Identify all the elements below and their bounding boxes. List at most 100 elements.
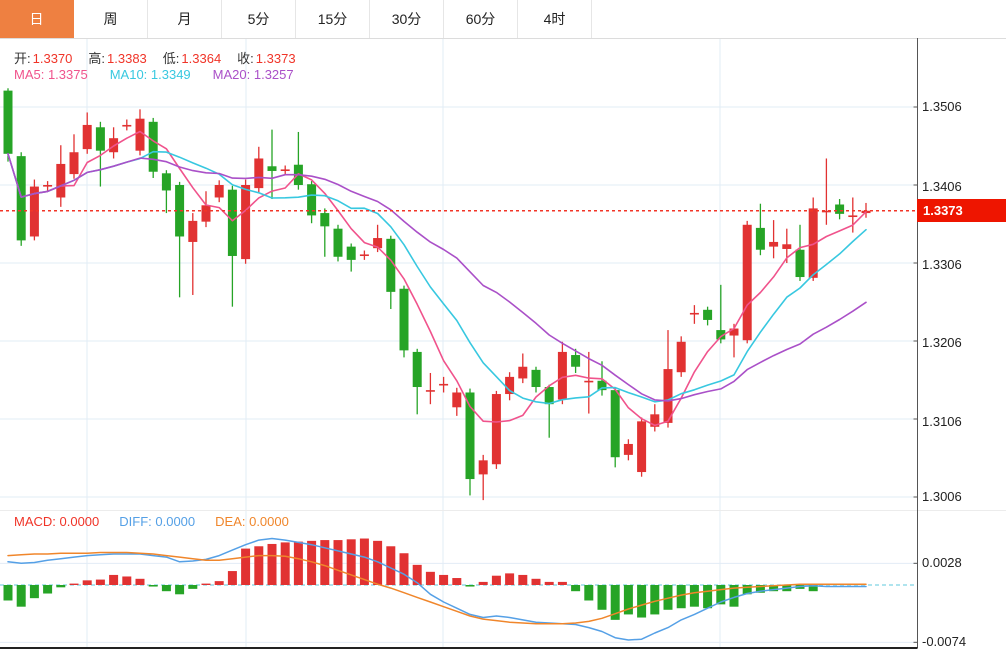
macd-histogram-bar xyxy=(557,581,567,585)
close-value: 1.3373 xyxy=(255,51,296,66)
candle-body xyxy=(663,369,673,423)
ma10-line xyxy=(7,150,867,405)
y-axis-tick-label: 1.3306 xyxy=(922,257,962,272)
candle-body xyxy=(821,210,831,213)
candle-body xyxy=(623,443,633,455)
tab-30min[interactable]: 30分 xyxy=(370,0,444,38)
timeframe-tabs: 日 周 月 5分 15分 30分 60分 4时 xyxy=(0,0,1006,39)
macd-histogram-bar xyxy=(386,546,396,585)
candle-body xyxy=(188,220,198,242)
candle-body xyxy=(597,380,607,391)
current-price-badge: 1.3373 xyxy=(917,199,1006,222)
open-value: 1.3370 xyxy=(32,51,73,66)
y-axis-tick-label: 1.3506 xyxy=(922,99,962,114)
tab-week[interactable]: 周 xyxy=(74,0,148,38)
candle-body xyxy=(716,330,726,340)
candle-body xyxy=(755,227,765,250)
candle-body xyxy=(175,185,185,237)
macd-readout: MACD: 0.0000 DIFF: 0.0000 DEA: 0.0000 xyxy=(14,514,309,529)
macd-histogram-bar xyxy=(399,553,409,585)
candle-body xyxy=(161,173,171,191)
macd-histogram-bar xyxy=(412,564,422,585)
candle-body xyxy=(29,186,39,237)
macd-histogram-bar xyxy=(742,585,752,595)
macd-histogram-bar xyxy=(280,542,290,585)
macd-histogram-bar xyxy=(82,580,92,585)
candle-body xyxy=(386,238,396,292)
dea-value-readout: DEA: 0.0000 xyxy=(215,514,289,529)
macd-histogram-bar xyxy=(135,578,145,585)
candle-body xyxy=(478,460,488,475)
macd-histogram-bar xyxy=(478,581,488,585)
candle-body xyxy=(412,351,422,388)
macd-histogram-bar xyxy=(610,585,620,620)
macd-histogram-bar xyxy=(531,578,541,585)
macd-histogram-bar xyxy=(3,585,13,601)
ma-readout: MA5: 1.3375 MA10: 1.3349 MA20: 1.3257 xyxy=(14,67,316,82)
ma5-line xyxy=(7,130,867,427)
macd-histogram-bar xyxy=(359,538,369,585)
tab-60min[interactable]: 60分 xyxy=(444,0,518,38)
candle-body xyxy=(518,366,528,379)
macd-axis-tick-label: -0.0074 xyxy=(922,634,967,649)
tab-15min[interactable]: 15分 xyxy=(296,0,370,38)
close-label: 收: xyxy=(237,51,254,66)
candle-body xyxy=(584,380,594,383)
macd-histogram-bar xyxy=(637,585,647,618)
candle-body xyxy=(399,288,409,351)
high-label: 高: xyxy=(88,51,106,66)
macd-histogram-bar xyxy=(623,585,633,615)
macd-histogram-bar xyxy=(729,585,739,607)
macd-histogram-bar xyxy=(227,571,237,585)
macd-histogram-bar xyxy=(175,585,185,595)
candle-body xyxy=(769,241,779,247)
diff-value-readout: DIFF: 0.0000 xyxy=(119,514,196,529)
candle-body xyxy=(148,121,158,172)
macd-histogram-bar xyxy=(214,581,224,585)
low-label: 低: xyxy=(162,51,180,66)
candle-body xyxy=(729,328,739,336)
candle-body xyxy=(848,215,858,218)
candle-body xyxy=(320,213,330,227)
candle-body xyxy=(544,387,554,405)
tab-month[interactable]: 月 xyxy=(148,0,222,38)
macd-histogram-bar xyxy=(571,585,581,592)
ma20-line xyxy=(7,153,867,402)
candle-body xyxy=(82,124,92,150)
candle-body xyxy=(214,185,224,198)
macd-histogram-bar xyxy=(307,540,317,585)
macd-histogram-bar xyxy=(676,585,686,609)
candle-body xyxy=(359,254,369,257)
candle-body xyxy=(491,394,501,465)
candle-body xyxy=(637,421,647,473)
candle-body xyxy=(571,355,581,367)
candle-body xyxy=(689,312,699,315)
candle-body xyxy=(333,228,343,257)
macd-histogram-bar xyxy=(320,540,330,585)
candle-body xyxy=(227,189,237,256)
macd-histogram-bar xyxy=(293,541,303,585)
macd-histogram-bar xyxy=(16,585,26,607)
macd-histogram-bar xyxy=(254,546,264,585)
tab-5min[interactable]: 5分 xyxy=(222,0,296,38)
macd-histogram-bar xyxy=(544,581,554,585)
macd-histogram-bar xyxy=(69,583,79,585)
tab-day[interactable]: 日 xyxy=(0,0,74,38)
candle-body xyxy=(43,185,53,187)
candle-body xyxy=(808,208,818,278)
macd-histogram-bar xyxy=(518,574,528,585)
candle-body xyxy=(557,351,567,400)
tab-4hour[interactable]: 4时 xyxy=(518,0,592,38)
macd-histogram-bar xyxy=(716,585,726,605)
candle-body xyxy=(346,246,356,260)
macd-histogram-bar xyxy=(650,585,660,615)
candle-body xyxy=(835,204,845,214)
macd-histogram-bar xyxy=(425,571,435,585)
macd-histogram-bar xyxy=(201,583,211,585)
ma5-readout: MA5: 1.3375 xyxy=(14,67,88,82)
ohlc-readout: 开: 1.3370 高: 1.3383 低: 1.3364 收: 1.3373 xyxy=(14,48,312,67)
macd-histogram-bar xyxy=(808,585,818,592)
y-axis-tick-label: 1.3006 xyxy=(922,489,962,504)
